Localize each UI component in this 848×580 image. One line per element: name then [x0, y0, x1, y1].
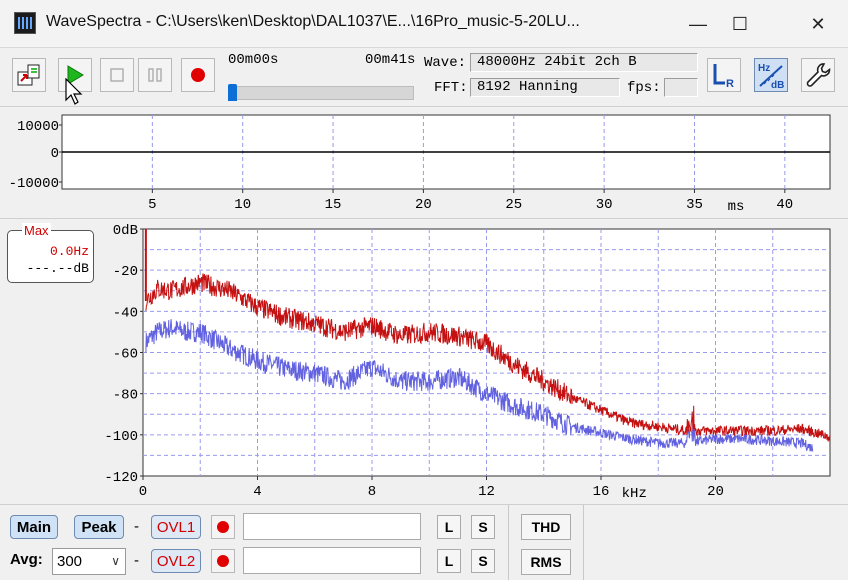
thd-button[interactable]: THD [521, 514, 571, 540]
main-button[interactable]: Main [10, 515, 58, 539]
x-tick-label: 0 [139, 484, 147, 500]
spectrum-series-ch2 [145, 319, 814, 452]
x-tick-label: 5 [148, 197, 156, 213]
play-icon [67, 65, 84, 85]
x-tick-label: 8 [368, 484, 376, 500]
minimize-button[interactable]: — [689, 13, 707, 34]
x-tick-label: 16 [593, 484, 610, 500]
x-tick-label: 12 [478, 484, 495, 500]
fft-settings-field: 8192 Hanning [470, 78, 620, 97]
fft-label: FFT: [434, 80, 468, 96]
x-tick-label: 4 [253, 484, 261, 500]
record-button[interactable] [181, 58, 215, 92]
avg-label: Avg: [10, 551, 43, 568]
y-tick-label: -40 [113, 305, 138, 321]
seek-thumb[interactable] [228, 84, 237, 101]
wave-label: Wave: [424, 55, 467, 71]
y-tick-label: -60 [113, 347, 138, 363]
divider [583, 505, 584, 580]
x-tick-label: 15 [325, 197, 342, 213]
hz-db-scale-icon: Hz dB [758, 63, 784, 90]
max-frequency: 0.0Hz [49, 244, 89, 259]
dash-separator: - [134, 518, 139, 535]
ovl1-load-button[interactable]: L [437, 515, 461, 539]
max-level: ---.--dB [26, 261, 89, 276]
stop-icon [110, 68, 124, 82]
ovl1-button[interactable]: OVL1 [151, 515, 201, 539]
ovl2-button[interactable]: OVL2 [151, 549, 201, 573]
ovl2-load-button[interactable]: L [437, 549, 461, 573]
y-tick-label: -100 [104, 429, 138, 445]
ovl2-name-input[interactable] [243, 547, 421, 574]
toolbar: 00m00s 00m41s Wave: 48000Hz 24bit 2ch B … [0, 48, 848, 106]
x-tick-label: 10 [234, 197, 251, 213]
x-tick-label: 30 [596, 197, 613, 213]
record-icon [217, 555, 229, 567]
time-end-label: 00m41s [365, 52, 416, 68]
x-tick-label: 40 [776, 197, 793, 213]
ovl1-save-button[interactable]: S [471, 515, 495, 539]
spectrum-panel: 0 4 8 12 16 20 kHz 0dB -20 -40 -60 -80 -100 -120 Max … [0, 218, 848, 504]
divider [508, 505, 509, 580]
avg-select[interactable]: 300 ∨ [52, 548, 126, 575]
max-title: Max [22, 223, 51, 238]
time-start-label: 00m00s [228, 52, 279, 68]
open-file-button[interactable] [12, 58, 46, 92]
ovl2-record-button[interactable] [211, 549, 235, 573]
avg-value: 300 [57, 553, 83, 570]
settings-button[interactable] [801, 58, 835, 92]
hz-db-scale-button[interactable]: Hz dB [754, 58, 788, 92]
open-file-icon [17, 64, 40, 86]
peak-button[interactable]: Peak [74, 515, 124, 539]
svg-text:R: R [726, 78, 734, 89]
lr-channel-icon: R [713, 64, 734, 89]
y-tick-label: 0dB [113, 223, 138, 239]
waveform-panel: 5 10 15 20 25 30 35 40 10000 0 -10000 ms [0, 106, 848, 218]
y-tick-label: -20 [113, 264, 138, 280]
x-tick-label: 20 [415, 197, 432, 213]
spectrum-plot[interactable]: 0 4 8 12 16 20 kHz 0dB -20 -40 -60 -80 -100 -120 [0, 219, 848, 505]
rms-button[interactable]: RMS [521, 549, 571, 575]
y-tick-label: -120 [104, 470, 138, 486]
ovl1-record-button[interactable] [211, 515, 235, 539]
window-title: WaveSpectra - C:\Users\ken\Desktop\DAL10… [46, 13, 580, 30]
channel-lr-button[interactable]: R [707, 58, 741, 92]
close-button[interactable]: ✕ [810, 13, 826, 34]
peak-readout-box: Max 0.0Hz ---.--dB [7, 223, 94, 283]
svg-text:dB: dB [771, 80, 784, 90]
chevron-down-icon: ∨ [111, 554, 120, 568]
pause-button[interactable] [138, 58, 172, 92]
x-unit-label: ms [728, 199, 745, 215]
record-icon [217, 521, 229, 533]
x-tick-label: 35 [686, 197, 703, 213]
fps-field [664, 78, 698, 97]
record-icon [191, 68, 205, 82]
svg-text:Hz: Hz [758, 63, 770, 74]
ovl1-name-input[interactable] [243, 513, 421, 540]
mouse-cursor-icon [65, 78, 83, 105]
seek-bar[interactable] [228, 86, 414, 100]
x-tick-label: 20 [707, 484, 724, 500]
y-tick-label: -10000 [9, 176, 59, 192]
title-bar: WaveSpectra - C:\Users\ken\Desktop\DAL10… [0, 0, 848, 48]
x-tick-label: 25 [505, 197, 522, 213]
y-tick-label: 10000 [17, 119, 59, 135]
dash-separator: - [134, 552, 139, 569]
y-tick-label: -80 [113, 388, 138, 404]
ovl2-save-button[interactable]: S [471, 549, 495, 573]
bottom-controls: Main Peak Avg: 300 ∨ - - OVL1 OVL2 L S L… [0, 504, 848, 580]
fps-label: fps: [627, 80, 661, 96]
x-unit-label: kHz [622, 486, 647, 502]
wave-format-field: 48000Hz 24bit 2ch B [470, 53, 698, 72]
stop-button[interactable] [100, 58, 134, 92]
wrench-icon [806, 63, 831, 87]
spectrum-series-ch1 [145, 273, 831, 443]
app-spectrum-icon [14, 12, 36, 34]
y-tick-label: 0 [51, 146, 59, 162]
pause-icon [148, 68, 162, 82]
maximize-button[interactable]: ☐ [731, 13, 749, 34]
waveform-plot[interactable]: 5 10 15 20 25 30 35 40 10000 0 -10000 ms [0, 107, 848, 219]
